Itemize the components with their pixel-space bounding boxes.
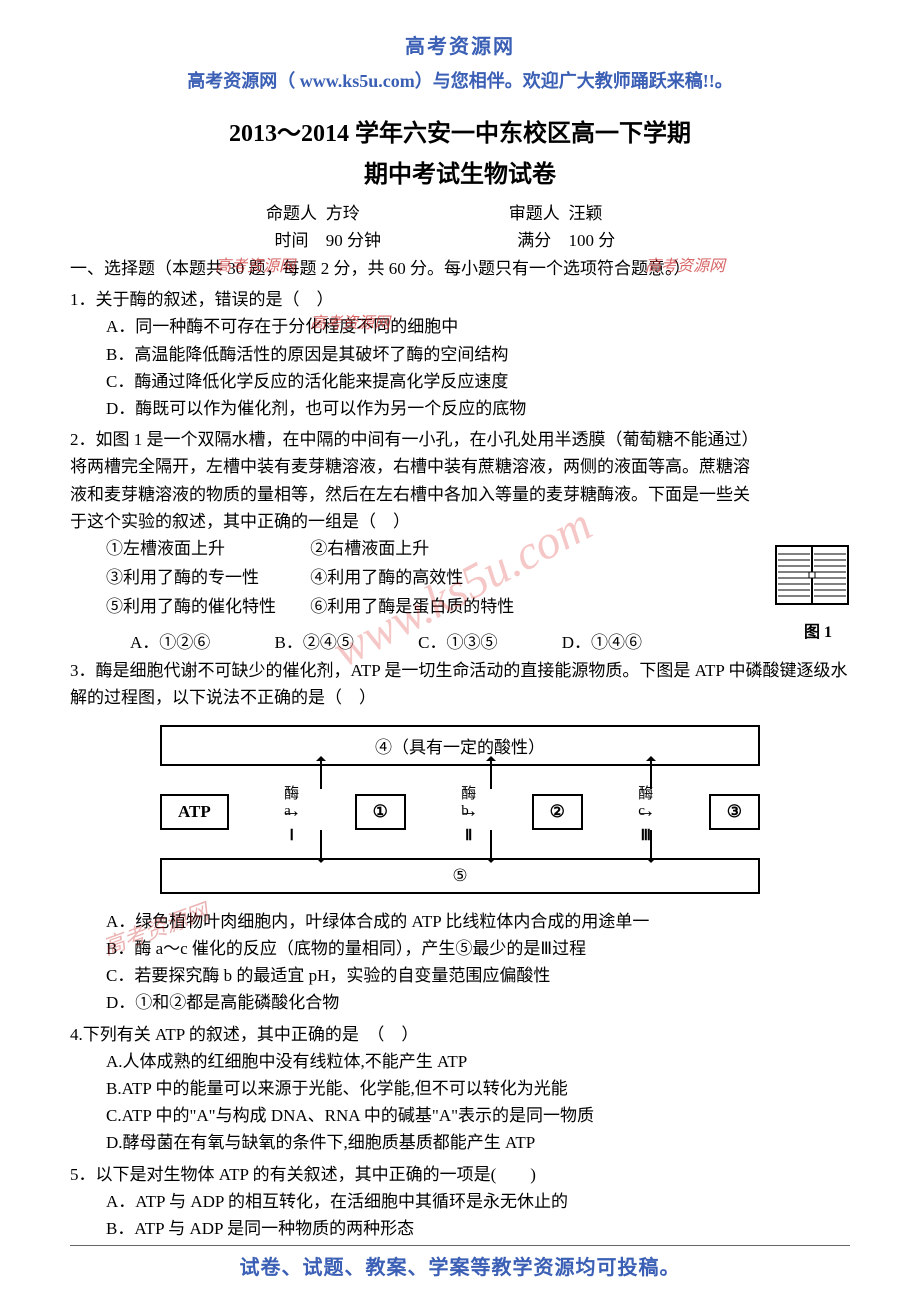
q3-a: A．绿色植物叶肉细胞内，叶绿体合成的 ATP 比线粒体内合成的用途单一 <box>70 908 850 935</box>
footer-rule <box>70 1245 850 1246</box>
sub-prefix: 高考资源网（ <box>187 71 300 91</box>
q2-stem: 2．如图 1 是一个双隔水槽，在中隔的中间有一小孔，在小孔处用半透膜（葡萄糖不能… <box>70 426 850 535</box>
q2-subs-2: ③利用了酶的专一性 ④利用了酶的高效性 <box>70 564 850 593</box>
q4-stem: 4.下列有关 ATP 的叙述，其中正确的是 （ ） <box>70 1021 850 1048</box>
site-title: 高考资源网 <box>70 30 850 59</box>
diagram-box-2: ② <box>532 794 583 830</box>
main-title-1: 2013～2014 学年六安一中东校区高一下学期 <box>70 113 850 148</box>
q2-cd: D．①④⑥ <box>562 628 642 653</box>
sub-suffix: ）与您相伴。欢迎广大教师踊跃来稿!!。 <box>415 71 733 91</box>
author-label: 命题人 <box>262 199 322 224</box>
step-2: Ⅱ <box>465 826 472 845</box>
q2-ca: A．①②⑥ <box>130 628 210 653</box>
time-label: 时间 <box>262 226 322 251</box>
step-1: Ⅰ <box>289 826 293 845</box>
q2-subs-1: ①左槽液面上升 ②右槽液面上升 <box>70 535 850 564</box>
q5-a: A．ATP 与 ADP 的相互转化，在活细胞中其循环是永无休止的 <box>70 1188 850 1215</box>
q4-d: D.酵母菌在有氧与缺氧的条件下,细胞质基质都能产生 ATP <box>70 1129 850 1156</box>
time: 90 分钟 <box>326 226 416 251</box>
footer-text: 试卷、试题、教案、学案等教学资源均可投稿。 <box>0 1251 920 1280</box>
enzyme-a: 酶a <box>284 782 299 820</box>
q1-stem: 1．关于酶的叙述，错误的是（ ） <box>70 286 850 313</box>
reviewer: 汪颖 <box>569 199 659 224</box>
diagram-box-1: ① <box>355 794 406 830</box>
meta-row-1: 命题人 方玲 审题人 汪颖 <box>70 199 850 224</box>
diagram-box-4: ④（具有一定的酸性） <box>160 725 760 766</box>
q3-c: C．若要探究酶 b 的最适宜 pH，实验的自变量范围应偏酸性 <box>70 962 850 989</box>
arrow-1: →酶aⅠ <box>282 800 302 823</box>
q4-b: B.ATP 中的能量可以来源于光能、化学能,但不可以转化为光能 <box>70 1075 850 1102</box>
score: 100 分 <box>569 226 659 251</box>
diagram-box-3: ③ <box>709 794 760 830</box>
q2-choices: A．①②⑥ B．②④⑤ C．①③⑤ D．①④⑥ <box>70 628 850 653</box>
section-1: 一、选择题（本题共 30 题，每题 2 分，共 60 分。每小题只有一个选项符合… <box>70 255 850 282</box>
q2-s1: ①左槽液面上升 <box>106 535 306 564</box>
q1-b: B．高温能降低酶活性的原因是其破坏了酶的空间结构 <box>70 341 850 368</box>
q1-d: D．酶既可以作为催化剂，也可以作为另一个反应的底物 <box>70 395 850 422</box>
diagram-box-5: ⑤ <box>160 858 760 894</box>
arrow-3: →酶cⅢ <box>636 800 656 823</box>
q2-s6: ⑥利用了酶是蛋白质的特性 <box>310 597 514 616</box>
author: 方玲 <box>326 199 416 224</box>
q2-s4: ④利用了酶的高效性 <box>310 568 463 587</box>
site-url[interactable]: www.ks5u.com <box>300 71 415 91</box>
q3-diagram: ④（具有一定的酸性） ATP →酶aⅠ ① →酶bⅡ ② →酶cⅢ ③ ⑤ <box>160 725 760 894</box>
q5-b: B．ATP 与 ADP 是同一种物质的两种形态 <box>70 1215 850 1242</box>
enzyme-b: 酶b <box>461 782 476 820</box>
q3-stem: 3．酶是细胞代谢不可缺少的催化剂，ATP 是一切生命活动的直接能源物质。下图是 … <box>70 657 850 711</box>
score-label: 满分 <box>504 226 564 251</box>
diagram-atp: ATP <box>160 794 229 830</box>
q1-a: A．同一种酶不可存在于分化程度不同的细胞中 <box>70 313 850 340</box>
site-subtitle: 高考资源网（ www.ks5u.com）与您相伴。欢迎广大教师踊跃来稿!!。 <box>70 67 850 93</box>
q2-s3: ③利用了酶的专一性 <box>106 564 306 593</box>
enzyme-c: 酶c <box>638 782 653 820</box>
q1-c: C．酶通过降低化学反应的活化能来提高化学反应速度 <box>70 368 850 395</box>
q4-a: A.人体成熟的红细胞中没有线粒体,不能产生 ATP <box>70 1048 850 1075</box>
meta-row-2: 时间 90 分钟 满分 100 分 <box>70 226 850 251</box>
arrow-2: →酶bⅡ <box>459 800 479 823</box>
reviewer-label: 审题人 <box>504 199 564 224</box>
q2-cc: C．①③⑤ <box>418 628 497 653</box>
q2-s2: ②右槽液面上升 <box>310 539 429 558</box>
q2-cb: B．②④⑤ <box>275 628 354 653</box>
q3-b: B．酶 a～c 催化的反应（底物的量相同），产生⑤最少的是Ⅲ过程 <box>70 935 850 962</box>
q3-d: D．①和②都是高能磷酸化合物 <box>70 989 850 1016</box>
fig1-label: 图 1 <box>804 618 832 642</box>
q4-c: C.ATP 中的"A"与构成 DNA、RNA 中的碱基"A"表示的是同一物质 <box>70 1102 850 1129</box>
q2-subs-3: ⑤利用了酶的催化特性 ⑥利用了酶是蛋白质的特性 <box>70 593 850 622</box>
q5-stem: 5．以下是对生物体 ATP 的有关叙述，其中正确的一项是( ) <box>70 1161 850 1188</box>
main-title-2: 期中考试生物试卷 <box>70 154 850 189</box>
q2-s5: ⑤利用了酶的催化特性 <box>106 593 306 622</box>
figure-1 <box>774 536 850 606</box>
